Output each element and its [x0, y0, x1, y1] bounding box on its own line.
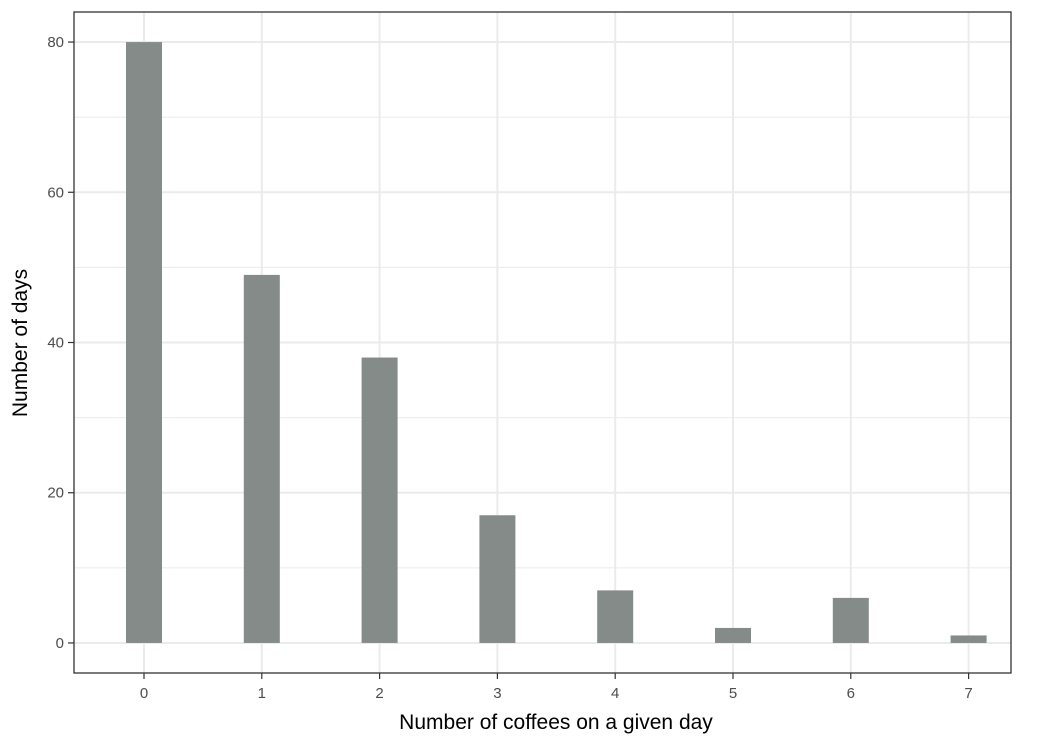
bar: [950, 635, 987, 643]
x-axis-ticks: 0 1 2 3 4 5 6 7: [140, 673, 973, 702]
y-axis-title: Number of days: [9, 269, 32, 417]
x-tick-label: 4: [611, 685, 619, 702]
x-axis-title: Number of coffees on a given day: [399, 711, 713, 734]
x-tick-label: 7: [964, 685, 972, 702]
x-tick-label: 0: [140, 685, 148, 702]
x-tick-label: 1: [258, 685, 266, 702]
gridlines: [74, 12, 1011, 673]
bars: [126, 42, 987, 643]
bar: [597, 590, 634, 643]
y-tick-label: 60: [47, 184, 64, 201]
bar: [479, 515, 516, 643]
bar: [243, 274, 280, 643]
bar: [361, 357, 398, 643]
y-tick-label: 20: [47, 485, 64, 502]
x-tick-label: 5: [729, 685, 737, 702]
x-tick-label: 2: [375, 685, 383, 702]
bar: [126, 42, 162, 643]
y-tick-label: 40: [47, 335, 64, 352]
bar: [832, 597, 869, 643]
y-axis-ticks: 0 20 40 60 80: [47, 34, 74, 652]
y-tick-label: 0: [56, 635, 64, 652]
x-tick-label: 6: [847, 685, 855, 702]
bar: [715, 627, 751, 643]
x-tick-label: 3: [493, 685, 501, 702]
y-tick-label: 80: [47, 34, 64, 51]
